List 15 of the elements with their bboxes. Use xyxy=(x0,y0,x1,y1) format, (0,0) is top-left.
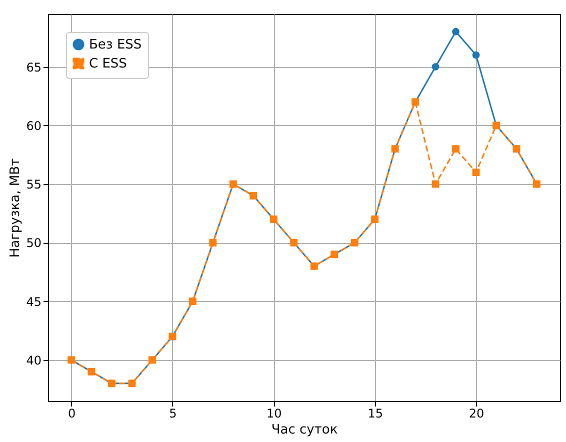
y-axis-title: Нагрузка, МВт xyxy=(8,158,24,258)
x-tick-label: 15 xyxy=(368,406,383,420)
x-tick-label: 20 xyxy=(468,406,484,420)
y-tick-label: 40 xyxy=(26,353,42,368)
y-tick-label: 60 xyxy=(26,118,42,133)
legend-label: С ESS xyxy=(89,56,127,72)
y-tick-label: 45 xyxy=(26,294,42,309)
x-tick-label: 5 xyxy=(169,406,177,420)
x-axis-title: Час суток xyxy=(271,422,338,438)
y-tick-label: 50 xyxy=(26,236,42,250)
x-tick-label: 0 xyxy=(68,406,76,420)
x-tick-label: 10 xyxy=(266,406,282,420)
y-tick-label: 55 xyxy=(26,178,42,192)
y-tick-label: 65 xyxy=(26,60,42,74)
legend-label: Без ESS xyxy=(89,38,142,52)
